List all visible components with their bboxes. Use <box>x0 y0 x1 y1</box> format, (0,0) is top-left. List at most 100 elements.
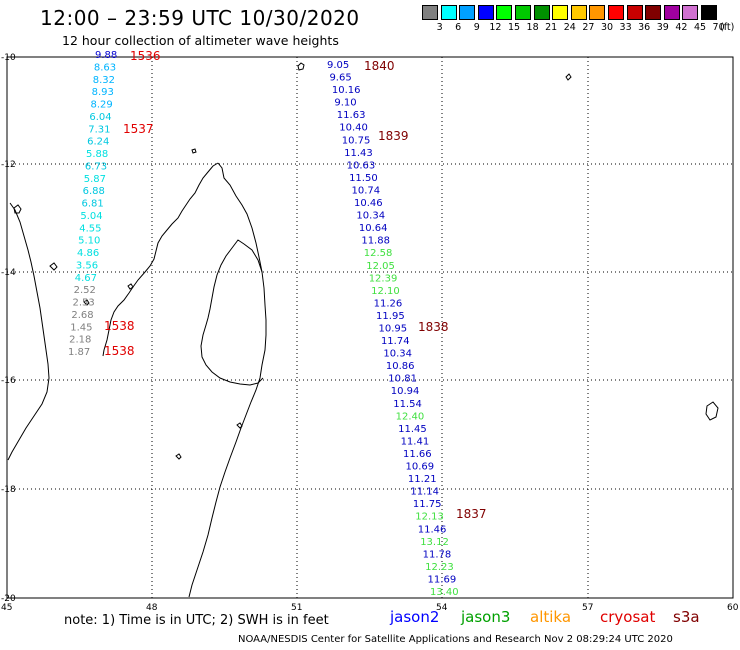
wave-height-value: 4.86 <box>77 248 99 259</box>
wave-height-value: 10.34 <box>383 349 412 360</box>
wave-height-value: 2.18 <box>69 335 91 346</box>
legend-swatch <box>440 5 457 20</box>
legend-label: 30 <box>600 22 614 33</box>
legend-swatch <box>570 5 587 20</box>
legend-label: 6 <box>455 22 462 33</box>
lat-label: -16 <box>1 376 16 386</box>
tromelin-island <box>175 453 182 460</box>
wave-height-value: 10.81 <box>388 374 417 385</box>
comoros-island <box>13 204 22 214</box>
wave-height-value: 10.74 <box>352 185 381 196</box>
lon-label: 51 <box>291 603 302 613</box>
madagascar-inland-coast <box>200 239 264 386</box>
wave-height-value: 10.64 <box>359 223 388 234</box>
wave-height-value: 11.66 <box>403 449 432 460</box>
wave-height-value: 12.58 <box>364 248 393 259</box>
legend-swatch <box>645 5 662 20</box>
pass-time-label: 1838 <box>418 320 449 334</box>
pass-time-label: 1837 <box>456 507 487 521</box>
legend-swatch <box>589 5 606 20</box>
lon-label: 54 <box>436 603 448 613</box>
mayotte-island <box>83 299 90 306</box>
wave-height-value: 11.14 <box>410 487 439 498</box>
legend-swatch <box>459 5 476 20</box>
wave-height-value: 5.87 <box>84 174 106 185</box>
wave-height-value: 1.87 <box>68 347 90 358</box>
reef-island <box>565 73 572 81</box>
wave-height-value: 8.32 <box>93 75 115 86</box>
pass-time-labels: 1536 1537 1538 1538 1840 1839 1838 1837 <box>104 49 487 521</box>
wave-height-value: 13.12 <box>420 537 449 548</box>
wave-height-value: 6.73 <box>85 161 107 172</box>
legend-swatch <box>552 5 569 20</box>
wave-height-value: 9.05 <box>327 60 349 71</box>
wave-height-value: 10.86 <box>386 361 415 372</box>
wave-height-value: 12.23 <box>425 562 454 573</box>
wave-height-value: 11.63 <box>337 110 366 121</box>
wave-height-value: 2.53 <box>73 298 95 309</box>
wave-height-value: 5.88 <box>86 149 108 160</box>
wave-height-value: 12.13 <box>415 512 444 523</box>
wave-height-value: 11.78 <box>423 549 452 560</box>
legend-swatch <box>682 5 699 20</box>
pass-time-label: 1538 <box>104 344 135 358</box>
wave-height-value: 8.29 <box>91 100 113 111</box>
wave-height-value: 5.04 <box>80 211 102 222</box>
wave-height-value: 6.04 <box>89 112 111 123</box>
legend-label: 42 <box>675 22 688 33</box>
wave-height-value: 9.65 <box>329 73 351 84</box>
wave-height-value: 10.63 <box>347 160 376 171</box>
aldabra-island <box>297 62 305 71</box>
lat-label: -14 <box>1 268 16 278</box>
wave-height-value: 10.16 <box>332 85 361 96</box>
satellite-jason2: jason2 <box>390 608 440 626</box>
wave-height-value: 10.34 <box>356 211 385 222</box>
wave-height-value: 10.95 <box>379 324 408 335</box>
wave-height-value: 12.40 <box>396 411 425 422</box>
wave-height-value: 3.56 <box>76 260 98 271</box>
wave-height-value: 10.46 <box>354 198 383 209</box>
legend-swatch <box>663 5 680 20</box>
lat-label: -10 <box>1 53 16 63</box>
europa-island <box>127 283 134 290</box>
pass-time-label: 1538 <box>104 319 135 333</box>
legend-label: 33 <box>619 22 632 33</box>
legend-swatch <box>626 5 643 20</box>
wave-height-value: 9.88 <box>95 50 117 61</box>
legend-label: 39 <box>656 22 669 33</box>
legend-label: 27 <box>582 22 595 33</box>
credit-line: NOAA/NESDIS Center for Satellite Applica… <box>238 634 673 645</box>
wave-height-value: 8.63 <box>94 62 116 73</box>
legend-label: 3 <box>436 22 443 33</box>
legend-swatch <box>608 5 624 20</box>
wave-height-value: 8.93 <box>92 87 114 98</box>
wave-height-value: 7.31 <box>88 124 110 135</box>
coastline <box>7 62 719 598</box>
lon-label: 60 <box>727 603 739 613</box>
lat-label: -20 <box>1 594 16 604</box>
lon-label: 57 <box>582 603 593 613</box>
pass-time-label: 1840 <box>364 59 395 73</box>
wave-height-value: 11.21 <box>408 474 437 485</box>
wave-height-value: 11.45 <box>398 424 427 435</box>
wave-height-value: 2.52 <box>74 285 96 296</box>
comoros-island-2 <box>49 262 58 271</box>
wave-height-value: 10.94 <box>391 386 420 397</box>
wave-height-value: 11.43 <box>344 148 373 159</box>
wave-height-value: 6.24 <box>87 137 109 148</box>
mauritius-island <box>705 401 719 421</box>
pass-time-label: 1839 <box>378 129 409 143</box>
footnote: note: 1) Time is in UTC; 2) SWH is in fe… <box>64 613 329 628</box>
map-title: 12:00 – 23:59 UTC 10/30/2020 <box>40 6 360 30</box>
altimeter-tracks: 9.888.63 8.328.93 8.296.047.31 6.245.886.73… <box>68 50 459 598</box>
legend-label: 70 <box>712 22 725 33</box>
wave-height-value: 11.75 <box>413 499 442 510</box>
legend-label: 18 <box>526 22 539 33</box>
legend-label: 12 <box>489 22 502 33</box>
wave-height-value: 11.46 <box>418 524 447 535</box>
madagascar-coast <box>188 162 267 598</box>
wave-height-value: 12.39 <box>369 273 398 284</box>
legend-label: 15 <box>507 22 521 33</box>
wave-height-value: 11.95 <box>376 311 405 322</box>
